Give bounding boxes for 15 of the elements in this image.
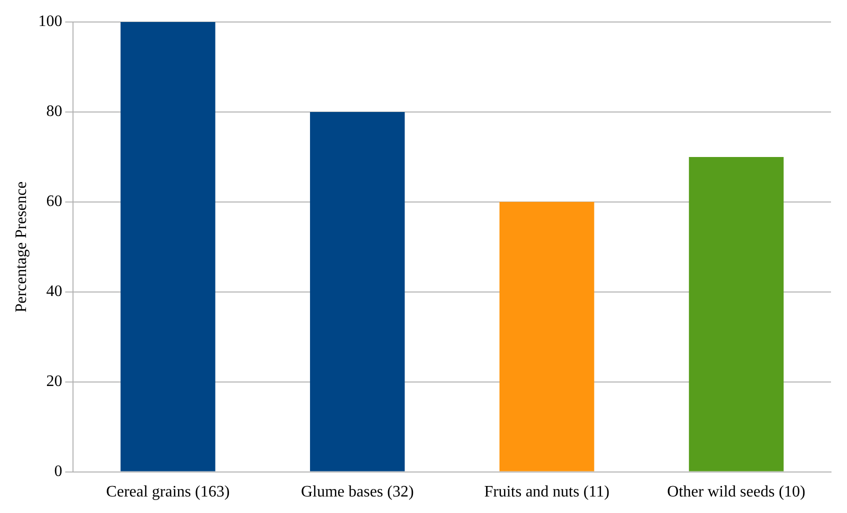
y-tick-label: 0 [54,463,62,480]
bar [310,112,405,472]
y-tick-label: 80 [46,103,62,120]
y-tick-label: 60 [46,193,62,210]
bar [499,202,594,472]
y-tick-label: 100 [38,13,62,30]
y-axis-title: Percentage Presence [12,181,30,312]
x-tick-label: Fruits and nuts (11) [484,484,610,501]
bar [120,22,216,472]
y-tick-label: 20 [46,373,62,390]
bar [688,156,784,472]
x-tick-label: Glume bases (32) [300,484,414,501]
y-tick-label: 40 [46,283,62,300]
x-tick-label: Cereal grains (163) [106,484,230,501]
x-tick-label: Other wild seeds (10) [667,484,806,501]
